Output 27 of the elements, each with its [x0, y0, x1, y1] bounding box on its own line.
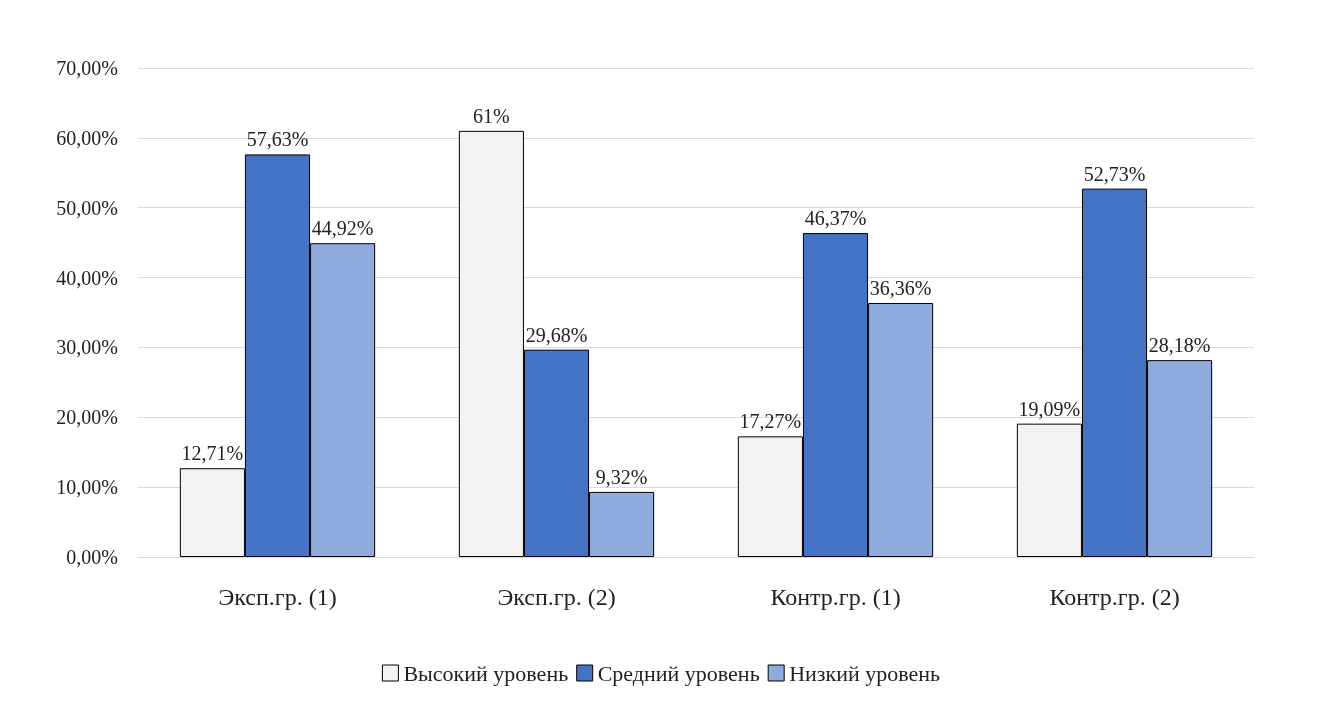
- legend-label: Средний уровень: [597, 660, 760, 686]
- data-label: 9,32%: [595, 465, 648, 488]
- data-label: 12,71%: [181, 442, 244, 465]
- y-tick-label: 10,00%: [56, 476, 118, 499]
- data-label: 17,27%: [739, 410, 802, 433]
- data-label: 44,92%: [311, 217, 374, 240]
- x-tick-label: Эксп.гр. (1): [218, 584, 337, 610]
- legend-label: Низкий уровень: [789, 660, 941, 686]
- data-label: 61%: [473, 104, 510, 127]
- data-label: 52,73%: [1083, 162, 1146, 185]
- data-label: 46,37%: [804, 207, 867, 230]
- y-tick-label: 20,00%: [56, 406, 118, 429]
- y-tick-label: 50,00%: [56, 196, 118, 219]
- data-label: 57,63%: [246, 128, 309, 151]
- data-label: 19,09%: [1018, 397, 1081, 420]
- y-tick-label: 40,00%: [56, 266, 118, 289]
- data-label: 36,36%: [869, 277, 932, 299]
- data-label: 28,18%: [1148, 334, 1211, 357]
- y-tick-label: 0,00%: [66, 546, 118, 568]
- x-tick-label: Эксп.гр. (2): [497, 584, 616, 610]
- legend-label: Высокий уровень: [403, 660, 569, 686]
- data-label: 29,68%: [525, 323, 588, 346]
- x-tick-label: Контр.гр. (1): [770, 584, 901, 610]
- y-tick-label: 30,00%: [56, 336, 118, 359]
- y-tick-label: 70,00%: [56, 57, 118, 79]
- y-tick-label: 60,00%: [56, 126, 118, 149]
- x-tick-label: Контр.гр. (2): [1049, 584, 1180, 610]
